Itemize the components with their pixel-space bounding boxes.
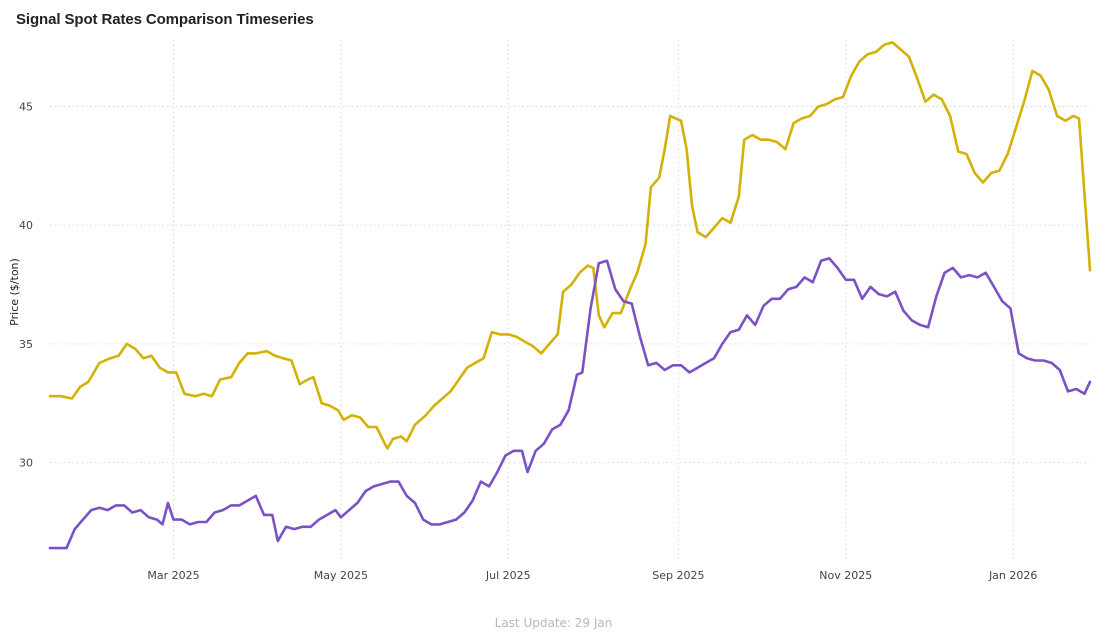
y-axis-label: Price ($/ton)	[8, 258, 21, 326]
y-tick-label: 40	[19, 219, 33, 232]
series-lines	[48, 41, 1092, 550]
y-tick-label: 30	[19, 457, 33, 470]
x-tick-label: May 2025	[314, 569, 368, 582]
y-tick-label: 35	[19, 338, 33, 351]
x-tick-label: Nov 2025	[819, 569, 872, 582]
chart-title: Signal Spot Rates Comparison Timeseries	[16, 11, 314, 28]
series-line-1	[48, 41, 1092, 450]
x-tick-label: Jan 2026	[988, 569, 1037, 582]
x-tick-label: Mar 2025	[147, 569, 199, 582]
x-axis-ticks: Mar 2025 May 2025 Jul 2025 Sep 2025 Nov 2025…	[147, 569, 1037, 582]
x-tick-label: Sep 2025	[652, 569, 704, 582]
gridlines	[50, 40, 1090, 560]
x-tick-label: Jul 2025	[485, 569, 531, 582]
y-axis-ticks: 30 35 40 45	[19, 100, 33, 469]
series-line-2	[48, 257, 1092, 550]
y-tick-label: 45	[19, 100, 33, 113]
last-update-footer: Last Update: 29 Jan	[494, 616, 613, 630]
